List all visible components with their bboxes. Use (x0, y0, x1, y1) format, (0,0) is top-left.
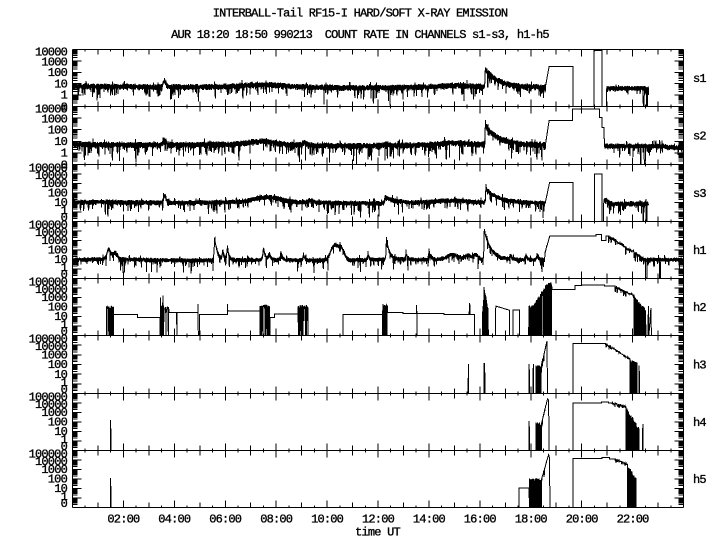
svg-text:0: 0 (61, 158, 68, 172)
svg-text:100: 100 (48, 416, 68, 430)
svg-text:10000: 10000 (35, 398, 68, 412)
svg-text:100: 100 (48, 123, 68, 137)
svg-text:100: 100 (48, 187, 68, 201)
svg-text:h3: h3 (693, 359, 706, 373)
svg-text:100: 100 (48, 66, 68, 80)
svg-text:100000: 100000 (29, 448, 68, 462)
svg-text:10:00: 10:00 (311, 513, 344, 527)
svg-text:08:00: 08:00 (260, 513, 293, 527)
svg-text:h4: h4 (693, 416, 706, 430)
svg-text:0: 0 (61, 211, 68, 225)
svg-text:04:00: 04:00 (158, 513, 191, 527)
svg-text:02:00: 02:00 (107, 513, 140, 527)
svg-text:10: 10 (54, 135, 67, 149)
svg-text:1: 1 (61, 89, 68, 103)
svg-text:100: 100 (48, 301, 68, 315)
svg-text:10: 10 (54, 77, 67, 91)
svg-text:100000: 100000 (29, 162, 68, 176)
svg-text:0: 0 (61, 100, 68, 114)
svg-text:10000: 10000 (35, 226, 68, 240)
svg-text:22:00: 22:00 (617, 513, 650, 527)
svg-text:1: 1 (61, 490, 68, 504)
svg-text:06:00: 06:00 (209, 513, 242, 527)
svg-text:1000: 1000 (41, 234, 67, 248)
svg-text:10: 10 (54, 196, 67, 210)
svg-text:10: 10 (54, 310, 67, 324)
svg-text:10: 10 (54, 425, 67, 439)
svg-text:s2: s2 (693, 130, 706, 144)
svg-text:h1: h1 (693, 244, 706, 258)
svg-text:100: 100 (48, 358, 68, 372)
svg-text:10000: 10000 (35, 340, 68, 354)
svg-text:1000: 1000 (41, 113, 67, 127)
svg-text:16:00: 16:00 (464, 513, 497, 527)
svg-text:h2: h2 (693, 301, 706, 315)
svg-text:14:00: 14:00 (413, 513, 446, 527)
svg-text:10000: 10000 (35, 283, 68, 297)
svg-text:1000: 1000 (41, 55, 67, 69)
svg-text:1000: 1000 (41, 177, 67, 191)
svg-text:10000: 10000 (35, 46, 68, 60)
svg-text:1000: 1000 (41, 348, 67, 362)
svg-text:10: 10 (54, 482, 67, 496)
svg-text:s3: s3 (693, 187, 706, 201)
svg-text:s1: s1 (693, 72, 706, 86)
svg-text:100000: 100000 (29, 276, 68, 290)
svg-text:1000: 1000 (41, 291, 67, 305)
svg-text:1: 1 (61, 147, 68, 161)
svg-text:0: 0 (61, 268, 68, 282)
svg-text:1: 1 (61, 204, 68, 218)
svg-text:20:00: 20:00 (566, 513, 599, 527)
svg-text:10000: 10000 (35, 103, 68, 117)
svg-text:1: 1 (61, 318, 68, 332)
svg-text:h5: h5 (693, 473, 706, 487)
svg-text:1000: 1000 (41, 463, 67, 477)
svg-text:10: 10 (54, 253, 67, 267)
svg-text:100000: 100000 (29, 391, 68, 405)
svg-text:0: 0 (61, 497, 68, 511)
svg-text:time UT: time UT (355, 526, 400, 540)
svg-text:100000: 100000 (29, 333, 68, 347)
svg-text:0: 0 (61, 325, 68, 339)
svg-text:1: 1 (61, 261, 68, 275)
svg-text:1: 1 (61, 376, 68, 390)
svg-text:10000: 10000 (35, 455, 68, 469)
svg-text:1000: 1000 (41, 406, 67, 420)
svg-text:INTERBALL-Tail RF15-I HARD/SOF: INTERBALL-Tail RF15-I HARD/SOFT X-RAY EM… (213, 7, 508, 21)
svg-text:10000: 10000 (35, 169, 68, 183)
svg-text:0: 0 (61, 440, 68, 454)
svg-text:0: 0 (61, 383, 68, 397)
svg-text:100000: 100000 (29, 219, 68, 233)
svg-text:18:00: 18:00 (515, 513, 548, 527)
svg-text:AUR 18:20 18:50 990213 COUNT: AUR 18:20 18:50 990213 COUNT RATE IN CHA… (171, 28, 549, 42)
svg-text:100: 100 (48, 473, 68, 487)
svg-text:10: 10 (54, 368, 67, 382)
svg-text:100: 100 (48, 244, 68, 258)
svg-text:1: 1 (61, 433, 68, 447)
svg-text:12:00: 12:00 (362, 513, 395, 527)
